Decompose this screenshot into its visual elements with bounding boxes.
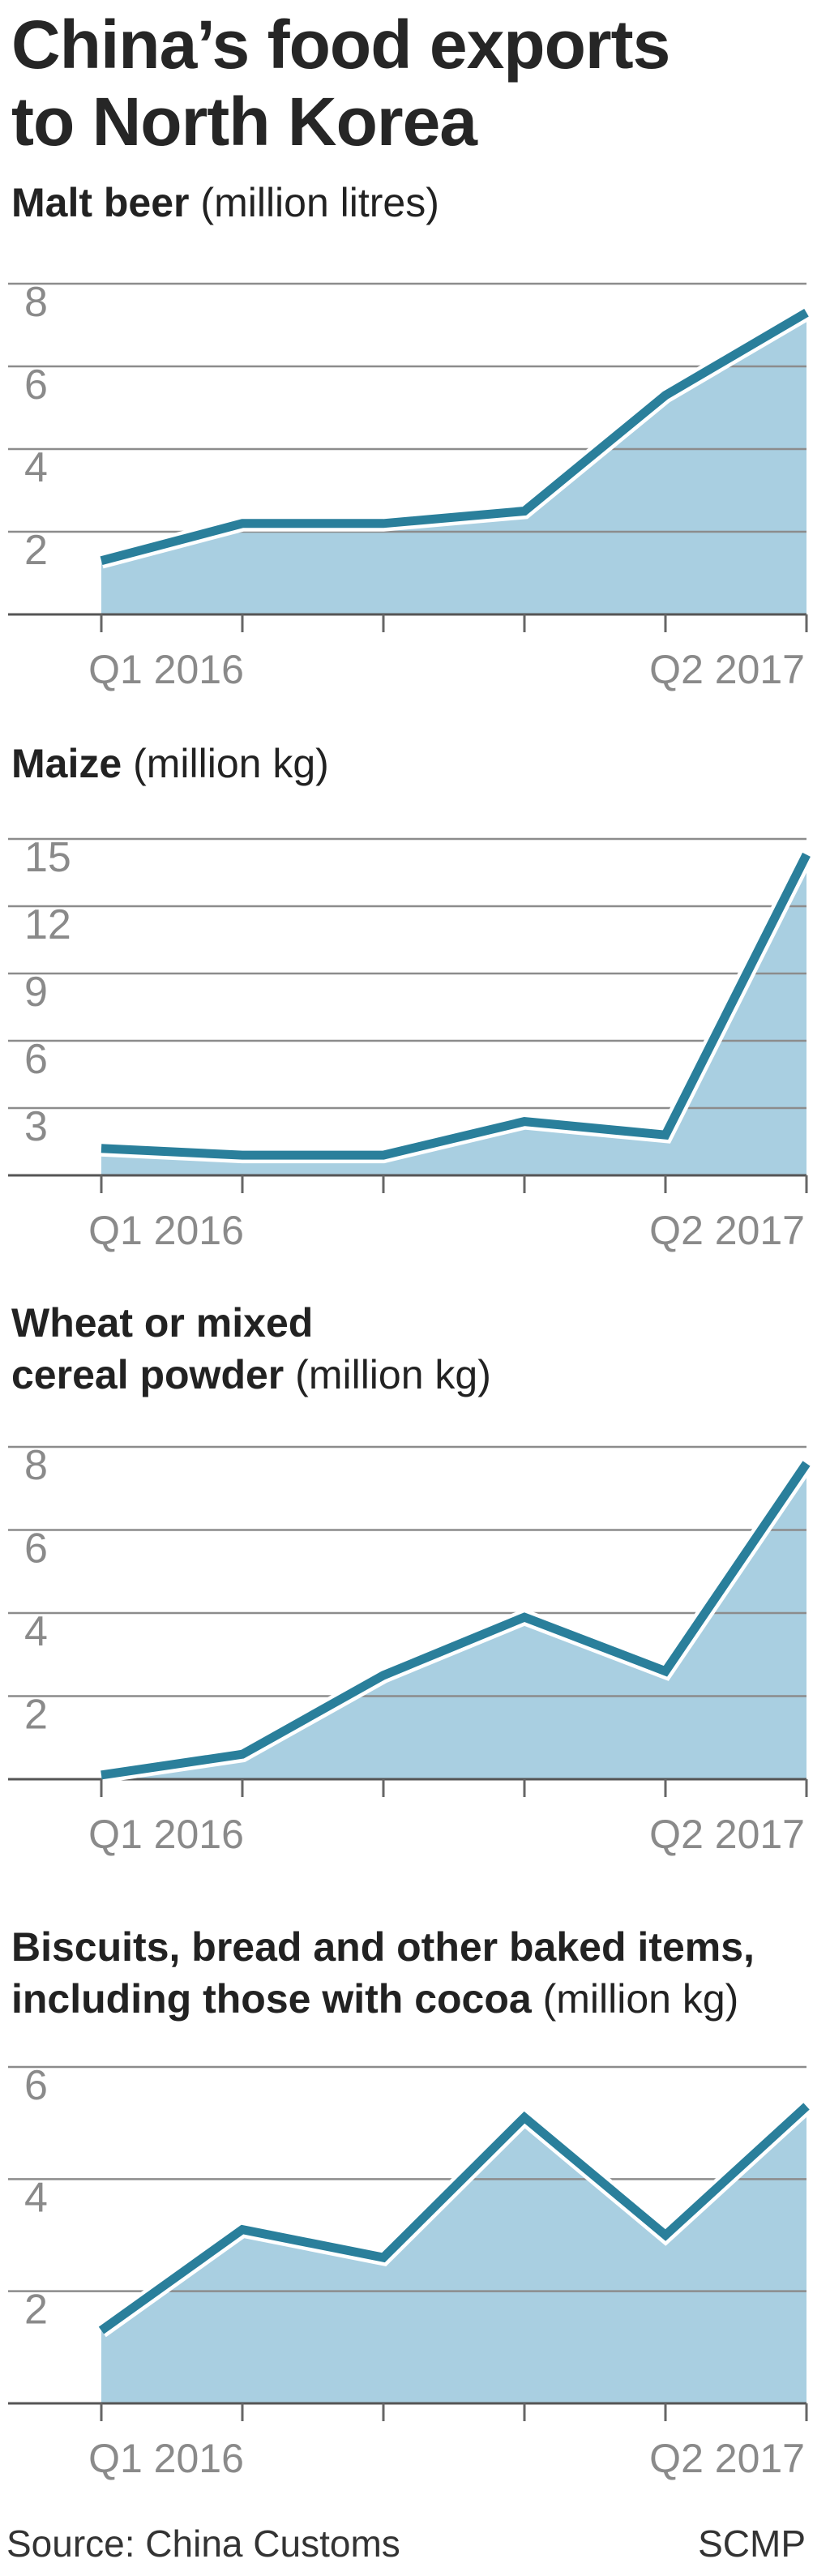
chart-1-title: Malt beer	[11, 180, 190, 225]
y-tick-label: 4	[24, 1608, 48, 1655]
series-line	[100, 308, 809, 566]
y-tick-label: 6	[24, 362, 48, 409]
chart-3-title-line-2: cereal powder	[11, 1352, 285, 1397]
x-tick-label-last: Q2 2017	[649, 1208, 805, 1253]
chart-2-label: Maize (million kg)	[11, 738, 329, 789]
series-line	[101, 852, 811, 1160]
series-line	[98, 2103, 810, 2334]
y-tick-label: 8	[24, 1442, 48, 1489]
y-tick-label: 12	[24, 901, 71, 948]
x-tick-label-first: Q1 2016	[88, 2436, 244, 2481]
area-fill	[101, 312, 806, 614]
x-tick-label-last: Q2 2017	[649, 1812, 805, 1857]
y-tick-label: 9	[24, 969, 48, 1016]
chart-svg: 2 4 6 Q1 2016 Q2 2017	[8, 2062, 812, 2481]
chart-malt-beer: 2 4 6 8 Q1 2016 Q2 2017	[0, 267, 830, 705]
page-title: China’s food exports to North Korea	[11, 6, 814, 160]
y-tick-label: 6	[24, 1036, 48, 1083]
chart-svg: 2 4 6 8 Q1 2016 Q2 2017	[8, 1442, 814, 1857]
y-tick-label: 2	[24, 527, 48, 574]
y-tick-label: 2	[24, 2287, 48, 2334]
chart-maize: 3 6 9 12 15 Q1 2016 Q2 2017	[0, 823, 830, 1264]
chart-2-unit: (million kg)	[133, 741, 329, 786]
y-tick-label: 8	[24, 279, 48, 326]
y-tick-label: 4	[24, 444, 48, 491]
x-tick-label-last: Q2 2017	[649, 647, 805, 692]
source-note: Source: China Customs	[6, 2523, 400, 2565]
chart-2-title: Maize	[11, 741, 122, 786]
series-line	[101, 1461, 811, 1780]
chart-svg: 3 6 9 12 15 Q1 2016 Q2 2017	[8, 834, 814, 1253]
area-fill	[101, 2106, 806, 2403]
chart-4-title-line-2: including those with cocoa	[11, 1976, 532, 2022]
chart-baked-items: 2 4 6 Q1 2016 Q2 2017	[0, 2051, 830, 2513]
chart-1-label: Malt beer (million litres)	[11, 177, 439, 229]
chart-wheat-cereal: 2 4 6 8 Q1 2016 Q2 2017	[0, 1431, 830, 1885]
chart-4-unit: (million kg)	[542, 1976, 739, 2022]
y-tick-label: 3	[24, 1103, 48, 1150]
x-tick-label-first: Q1 2016	[88, 1812, 244, 1857]
y-tick-label: 4	[24, 2174, 48, 2221]
credit: SCMP	[698, 2523, 806, 2565]
chart-3-unit: (million kg)	[295, 1352, 491, 1397]
y-tick-label: 15	[24, 834, 71, 881]
chart-1-unit: (million litres)	[200, 180, 439, 225]
footer: Source: China Customs SCMP	[6, 2519, 817, 2568]
x-tick-label-last: Q2 2017	[649, 2436, 805, 2481]
y-tick-label: 2	[24, 1692, 48, 1739]
chart-4-label: Biscuits, bread and other baked items, i…	[11, 1921, 755, 2025]
x-tick-label-first: Q1 2016	[88, 647, 244, 692]
chart-svg: 2 4 6 8 Q1 2016 Q2 2017	[8, 279, 811, 692]
area-fill	[101, 1463, 806, 1779]
y-tick-label: 6	[24, 2062, 48, 2109]
chart-3-label: Wheat or mixed cereal powder (million kg…	[11, 1297, 491, 1401]
area-fill	[101, 854, 806, 1175]
y-tick-label: 6	[24, 1525, 48, 1573]
chart-4-title-line-1: Biscuits, bread and other baked items,	[11, 1924, 755, 1970]
chart-3-title-line-1: Wheat or mixed	[11, 1300, 314, 1346]
x-tick-label-first: Q1 2016	[88, 1208, 244, 1253]
title-line-1: China’s food exports	[11, 6, 670, 83]
title-line-2: to North Korea	[11, 83, 477, 160]
